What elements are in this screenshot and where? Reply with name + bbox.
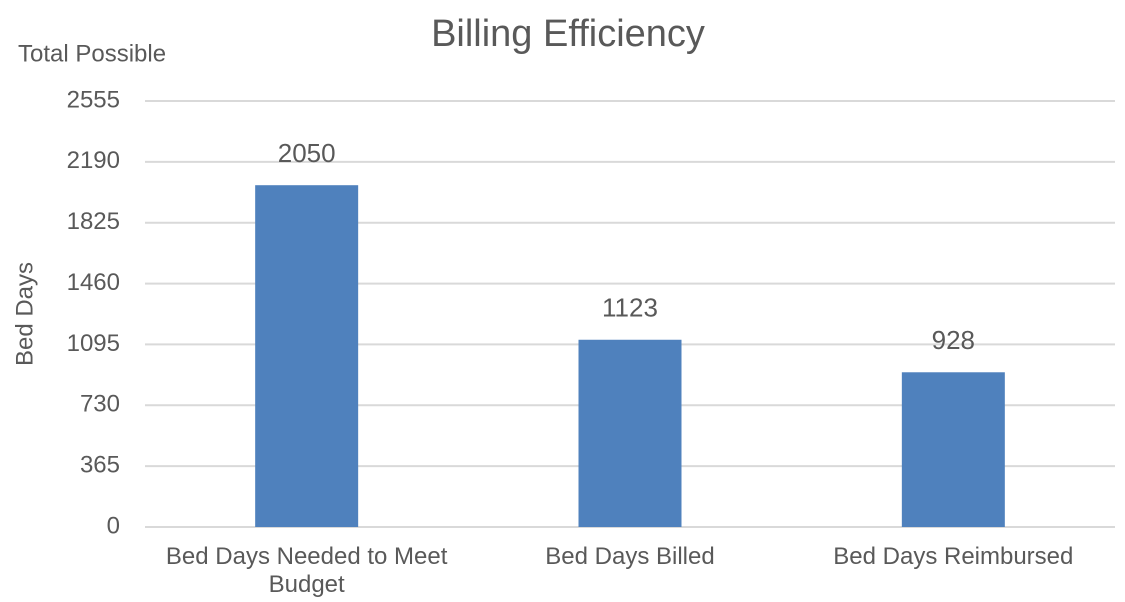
data-label: 1123: [602, 293, 658, 323]
y-tick-label: 2555: [67, 86, 120, 113]
bar: [578, 339, 682, 527]
data-label: 2050: [278, 138, 336, 168]
x-tick-label: Bed Days Billed: [545, 543, 715, 570]
annotation: Total Possible: [18, 40, 166, 67]
y-tick-label: 365: [80, 451, 120, 478]
y-tick-label: 2190: [67, 147, 120, 174]
y-tick-label: 1095: [67, 330, 120, 357]
y-axis-label: Bed Days: [11, 262, 38, 366]
bar: [901, 372, 1005, 527]
x-tick-label: Bed Days Needed to Meet Budget: [165, 543, 448, 598]
x-tick-label: Bed Days Reimbursed: [833, 543, 1074, 570]
data-label: 928: [932, 325, 975, 355]
bar: [255, 185, 359, 527]
y-tick-label: 0: [107, 512, 120, 539]
y-tick-label: 1825: [67, 208, 120, 235]
y-tick-label: 1460: [67, 269, 120, 296]
chart-title: Billing Efficiency: [431, 13, 705, 55]
y-tick-label: 730: [80, 391, 120, 418]
